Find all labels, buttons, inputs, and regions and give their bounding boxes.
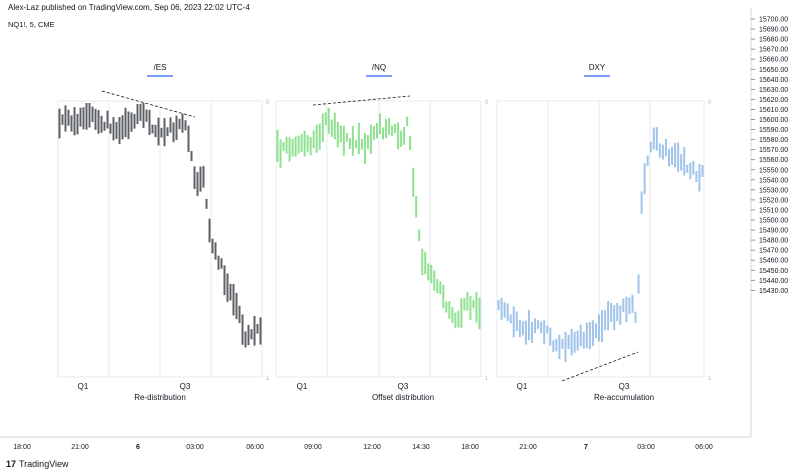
panel-frame [275, 100, 482, 378]
time-tick-label: 06:00 [695, 444, 713, 451]
time-tick-label: 03:00 [186, 444, 204, 451]
price-tick-label: 15630.00 [759, 87, 788, 94]
dashed-trend-line [101, 90, 196, 118]
time-tick-label: 09:00 [304, 444, 322, 451]
price-tick-label: 15550.00 [759, 167, 788, 174]
panel-caption: Offset distribution [372, 393, 434, 402]
price-tick-label: 15560.00 [759, 157, 788, 164]
price-tick-label: 15440.00 [759, 278, 788, 285]
price-bars [58, 103, 262, 348]
price-tick-label: 15650.00 [759, 67, 788, 74]
price-tick-label: 15670.00 [759, 47, 788, 54]
quarter-label-q1: Q1 [78, 382, 89, 391]
panel-3[interactable]: DXY 0 1 Q1 Q3 Re-accumulation [496, 63, 712, 402]
corner-marker-top: 0 [266, 100, 270, 106]
price-tick-label: 15580.00 [759, 137, 788, 144]
price-tick-label: 15520.00 [759, 197, 788, 204]
panel-1[interactable]: /ES 0 1 Q1 Q3 Re-distribution [57, 63, 270, 402]
quarter-label-q3: Q3 [398, 382, 409, 391]
time-tick-label: 12:00 [363, 444, 381, 451]
price-tick-label: 15490.00 [759, 228, 788, 235]
panel-2[interactable]: /NQ 0 1 Q1 Q3 Offset distribution [275, 63, 489, 402]
price-tick-label: 15510.00 [759, 207, 788, 214]
time-tick-label: 18:00 [13, 444, 31, 451]
time-tick-label: 06:00 [246, 444, 264, 451]
price-tick-label: 15460.00 [759, 258, 788, 265]
price-tick-label: 15690.00 [759, 27, 788, 34]
quarter-label-q3: Q3 [619, 382, 630, 391]
price-tick-label: 15570.00 [759, 147, 788, 154]
price-tick-label: 15700.00 [759, 17, 788, 24]
corner-marker-bottom: 1 [708, 376, 712, 382]
dashed-trend-line [312, 95, 411, 106]
dashed-trend-line [561, 351, 639, 382]
corner-marker-top: 0 [708, 100, 712, 106]
price-tick-label: 15610.00 [759, 107, 788, 114]
panel-tab-label[interactable]: /NQ [372, 63, 386, 72]
price-tick-label: 15660.00 [759, 57, 788, 64]
panel-caption: Re-accumulation [594, 393, 654, 402]
panel-caption: Re-distribution [134, 393, 186, 402]
tradingview-logo[interactable]: 17 TradingView [6, 459, 69, 469]
price-tick-label: 15680.00 [759, 37, 788, 44]
tv-logo-icon: 17 [6, 459, 17, 469]
price-tick-label: 15600.00 [759, 117, 788, 124]
price-tick-label: 15530.00 [759, 187, 788, 194]
time-tick-label: 18:00 [461, 444, 479, 451]
price-tick-label: 15430.00 [759, 288, 788, 295]
corner-marker-bottom: 1 [485, 376, 489, 382]
panel-frame [496, 100, 705, 378]
time-axis[interactable]: 18:00 21:00 6 03:00 06:00 09:00 12:00 14:30 18:0… [0, 436, 751, 451]
quarter-label-q3: Q3 [180, 382, 191, 391]
price-tick-label: 15480.00 [759, 238, 788, 245]
time-tick-label: 6 [136, 444, 140, 451]
trend-lines[interactable] [101, 90, 639, 382]
publish-info: Alex-Laz published on TradingView.com, S… [8, 3, 250, 12]
price-tick-label: 15620.00 [759, 97, 788, 104]
quarter-label-q1: Q1 [517, 382, 528, 391]
tv-brand-text: TradingView [19, 459, 69, 469]
time-tick-label: 03:00 [637, 444, 655, 451]
price-tick-label: 15640.00 [759, 77, 788, 84]
price-tick-label: 15590.00 [759, 127, 788, 134]
time-tick-label: 14:30 [412, 444, 430, 451]
time-tick-label: 21:00 [71, 444, 89, 451]
time-tick-label: 7 [584, 444, 588, 451]
corner-marker-bottom: 1 [266, 376, 270, 382]
price-tick-label: 15500.00 [759, 218, 788, 225]
price-bars [276, 107, 481, 330]
price-tick-label: 15540.00 [759, 177, 788, 184]
panel-tab-label[interactable]: /ES [154, 63, 167, 72]
quarter-label-q1: Q1 [297, 382, 308, 391]
panels-layer: /ES 0 1 Q1 Q3 Re-distribution/NQ 0 1 Q1 Q3 Offset … [57, 63, 712, 402]
price-axis[interactable]: 15700.00 15690.00 15680.00 15670.00 15660.00… [750, 8, 788, 437]
price-bars [497, 127, 704, 362]
price-tick-label: 15450.00 [759, 268, 788, 275]
panel-tab-label[interactable]: DXY [589, 63, 606, 72]
corner-marker-top: 0 [485, 100, 489, 106]
time-tick-label: 21:00 [519, 444, 537, 451]
price-tick-label: 15470.00 [759, 248, 788, 255]
symbol-label: NQ1!, 5, CME [8, 20, 55, 29]
